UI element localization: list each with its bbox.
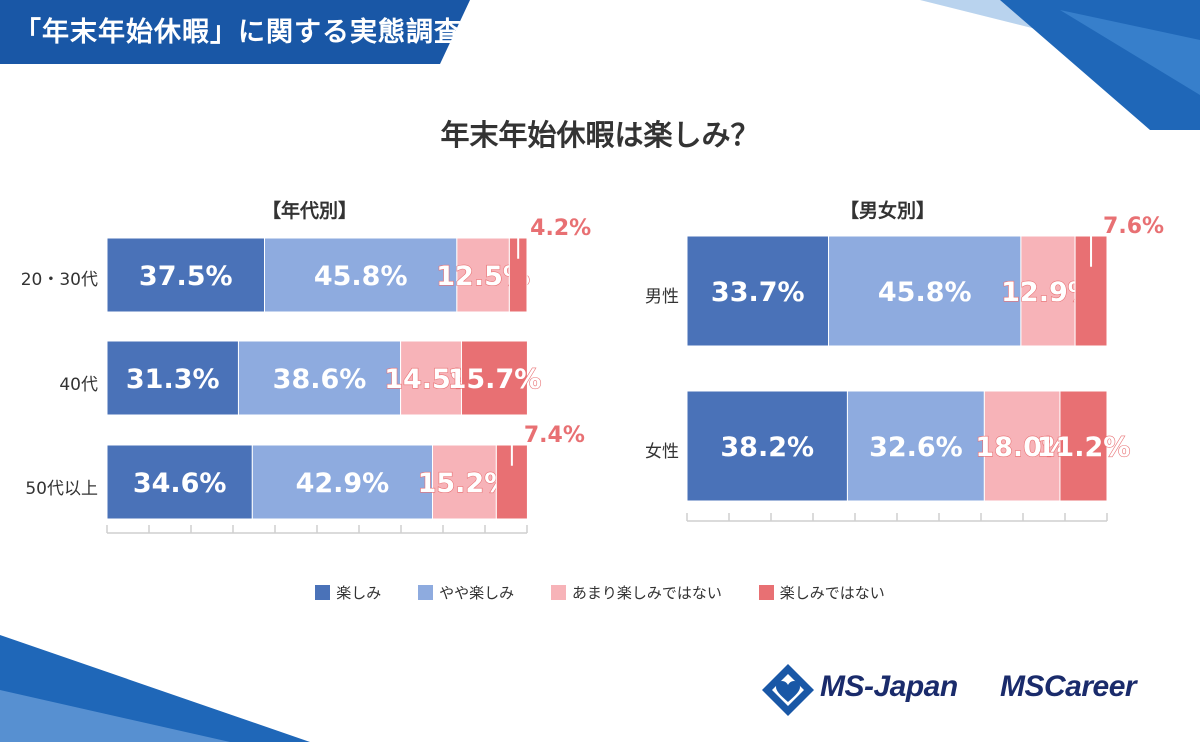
legend-item-yaya-tanoshimi: やや楽しみ — [418, 582, 514, 603]
outside-label-p0-r2-s3: 7.4% — [524, 423, 585, 448]
legend-item-tanoshimi: 楽しみ — [315, 582, 381, 603]
legend-label: やや楽しみ — [439, 582, 514, 603]
square-swatch-icon — [315, 585, 330, 600]
legend-label: あまり楽しみではない — [572, 582, 722, 603]
legend-label: 楽しみではない — [780, 582, 885, 603]
data-label-p1-r0-s1: 45.8% — [878, 277, 972, 308]
data-label-p0-r2-s0: 34.6% — [133, 468, 227, 499]
data-label-p0-r1-s3: 15.7% — [448, 364, 542, 395]
legend-label: 楽しみ — [336, 582, 381, 603]
data-label-p1-r0-s0: 33.7% — [711, 277, 805, 308]
data-label-p0-r0-s1: 45.8% — [314, 261, 408, 292]
data-label-p0-r2-s1: 42.9% — [296, 468, 390, 499]
outside-label-p1-r0-s3: 7.6% — [1103, 214, 1164, 239]
diamond-heart-logo-icon — [760, 662, 816, 718]
data-label-p0-r1-s1: 38.6% — [273, 364, 367, 395]
square-swatch-icon — [759, 585, 774, 600]
outside-label-p0-r0-s3: 4.2% — [530, 216, 591, 241]
data-label-p1-r1-s1: 32.6% — [869, 432, 963, 463]
legend: 楽しみ やや楽しみ あまり楽しみではない 楽しみではない — [0, 582, 1200, 604]
data-label-p1-r1-s0: 38.2% — [720, 432, 814, 463]
data-label-p1-r1-s3: 11.2% — [1037, 432, 1131, 463]
data-label-p0-r0-s0: 37.5% — [139, 261, 233, 292]
square-swatch-icon — [551, 585, 566, 600]
ms-career-logo: MSCareer — [1000, 670, 1136, 704]
ms-japan-logo: MS-Japan — [820, 670, 958, 704]
square-swatch-icon — [418, 585, 433, 600]
legend-item-amari: あまり楽しみではない — [551, 582, 722, 603]
legend-item-not: 楽しみではない — [759, 582, 885, 603]
data-label-p0-r1-s0: 31.3% — [126, 364, 220, 395]
